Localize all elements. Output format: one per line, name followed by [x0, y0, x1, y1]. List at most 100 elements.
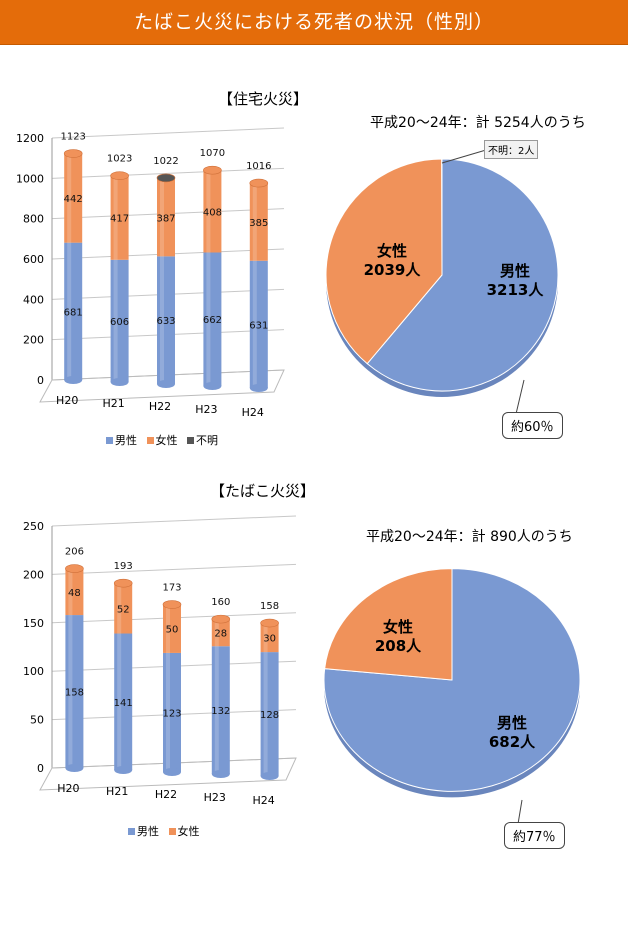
bar-segment [163, 652, 181, 772]
bar-top-cap [249, 178, 269, 188]
bar-base-cap [260, 772, 279, 780]
bar-top-cap [110, 171, 129, 180]
bar-highlight [68, 615, 73, 768]
bar-highlight [113, 175, 118, 260]
total-label: 158 [260, 601, 279, 612]
y-tick-label: 1000 [16, 172, 44, 185]
bar-top-cap [203, 165, 222, 175]
grid-line [51, 167, 285, 179]
total-label: 1016 [246, 161, 271, 172]
data-label: 681 [64, 307, 83, 318]
y-tick-label: 200 [23, 334, 44, 347]
total-label: 206 [65, 547, 84, 558]
legend-swatch-male [128, 828, 135, 835]
chart3-title: 【たばこ火災】 [210, 482, 316, 500]
bar-segment [114, 583, 133, 634]
pie-slice [325, 158, 443, 365]
pie1-male-name: 男性 [499, 262, 530, 280]
data-label: 30 [263, 634, 276, 645]
y-tick-label: 1200 [16, 132, 44, 145]
bar-top-cap [63, 149, 83, 158]
data-label: 417 [110, 214, 129, 225]
bar-highlight [214, 619, 219, 647]
grid-line [51, 563, 297, 575]
y-tick-label: 0 [37, 762, 44, 775]
pie2-male-name: 男性 [496, 714, 527, 732]
data-label: 385 [249, 218, 268, 229]
bar-top-cap [260, 618, 279, 628]
data-label: 387 [156, 213, 175, 224]
data-label: 606 [110, 317, 129, 328]
chart1-title: 【住宅火災】 [218, 90, 309, 108]
data-label: 633 [156, 316, 175, 327]
data-label: 52 [117, 604, 130, 615]
y-tick-label: 50 [30, 714, 44, 727]
data-label: 132 [211, 706, 230, 717]
pie2-title: 平成20～24年：計 890人のうち [366, 529, 573, 545]
unknown-pointer [441, 149, 487, 164]
x-category-label: H24 [252, 794, 274, 807]
pie1-percent-callout: 約60％ [502, 412, 563, 439]
pie1-title: 平成20～24年：計 5254人のうち [370, 115, 586, 131]
bar-segment [65, 568, 84, 616]
pie-slice [324, 568, 453, 681]
bar-base-cap [114, 766, 133, 774]
bar-segment [203, 252, 222, 386]
legend-swatch-female [168, 828, 176, 835]
legend-label-female: 女性 [155, 434, 178, 447]
data-label: 408 [203, 207, 222, 218]
y-tick-label: 250 [23, 520, 44, 533]
bar-highlight [263, 623, 268, 653]
bar-base-cap [65, 764, 84, 772]
bar-highlight [113, 259, 118, 382]
legend-swatch-female [146, 437, 154, 444]
pie-slice [366, 158, 559, 392]
grid-line [51, 515, 297, 527]
bar-highlight [166, 604, 170, 653]
pie2-female-count: 208人 [374, 637, 422, 655]
y-tick-label: 600 [23, 253, 44, 266]
bar-highlight [160, 178, 164, 257]
pie2-female-label: 女性 208人 [368, 618, 428, 656]
bar-segment [157, 256, 175, 384]
bar-top-cap [211, 614, 231, 624]
pie1-female-count: 2039人 [363, 261, 421, 279]
bar-base-cap [203, 382, 222, 390]
pie1-female-label: 女性 2039人 [362, 242, 422, 280]
x-category-label: H22 [155, 788, 177, 801]
bar-base-cap [110, 378, 129, 386]
bar-highlight [252, 260, 257, 388]
pie1-male-label: 男性 3213人 [480, 262, 550, 300]
x-category-label: H22 [149, 400, 171, 413]
pie1-unknown-label: 不明：2人 [484, 140, 539, 159]
x-category-label: H24 [242, 406, 264, 419]
y-tick-label: 800 [23, 213, 44, 226]
data-label: 123 [162, 708, 181, 719]
bar-segment [110, 259, 129, 382]
bar-base-cap [211, 770, 230, 778]
bar-segment [211, 619, 230, 647]
total-label: 1023 [107, 154, 132, 165]
legend-swatch-male [106, 437, 113, 444]
bar-highlight [166, 652, 170, 772]
bar-segment [64, 153, 83, 243]
bar-highlight [68, 568, 73, 616]
bar-segment [203, 170, 222, 253]
legend-label-male: 男性 [115, 434, 137, 447]
bar-highlight [117, 633, 122, 770]
bar-segment [260, 623, 279, 653]
bar-top-cap [65, 564, 84, 573]
data-label: 141 [114, 698, 133, 709]
y-tick-label: 400 [23, 293, 44, 306]
bar-base-cap [163, 768, 181, 776]
total-label: 1070 [200, 148, 225, 159]
data-label: 50 [166, 625, 179, 636]
bar-top-cap [162, 600, 182, 609]
bar-highlight [117, 583, 122, 634]
bar-highlight [252, 183, 257, 261]
total-label: 173 [162, 583, 181, 594]
bar-base-cap [157, 380, 175, 388]
bar-highlight [67, 153, 72, 243]
